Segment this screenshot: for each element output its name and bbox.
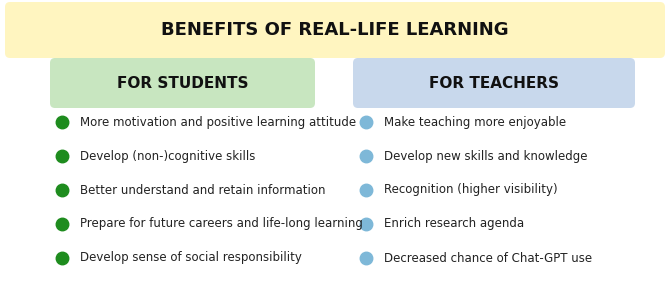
Text: Prepare for future careers and life-long learning: Prepare for future careers and life-long… [80,217,363,230]
Text: Make teaching more enjoyable: Make teaching more enjoyable [384,116,566,128]
Text: Better understand and retain information: Better understand and retain information [80,184,326,197]
FancyBboxPatch shape [50,58,315,108]
FancyBboxPatch shape [353,58,635,108]
Text: BENEFITS OF REAL-LIFE LEARNING: BENEFITS OF REAL-LIFE LEARNING [161,21,509,39]
Text: Develop new skills and knowledge: Develop new skills and knowledge [384,149,588,163]
FancyBboxPatch shape [5,2,665,58]
Text: Enrich research agenda: Enrich research agenda [384,217,524,230]
Text: More motivation and positive learning attitude: More motivation and positive learning at… [80,116,356,128]
Text: Develop (non-)cognitive skills: Develop (non-)cognitive skills [80,149,255,163]
Text: FOR STUDENTS: FOR STUDENTS [117,75,249,91]
Text: FOR TEACHERS: FOR TEACHERS [429,75,559,91]
Text: Decreased chance of Chat-GPT use: Decreased chance of Chat-GPT use [384,252,592,265]
Text: Recognition (higher visibility): Recognition (higher visibility) [384,184,557,197]
Text: Develop sense of social responsibility: Develop sense of social responsibility [80,252,302,265]
